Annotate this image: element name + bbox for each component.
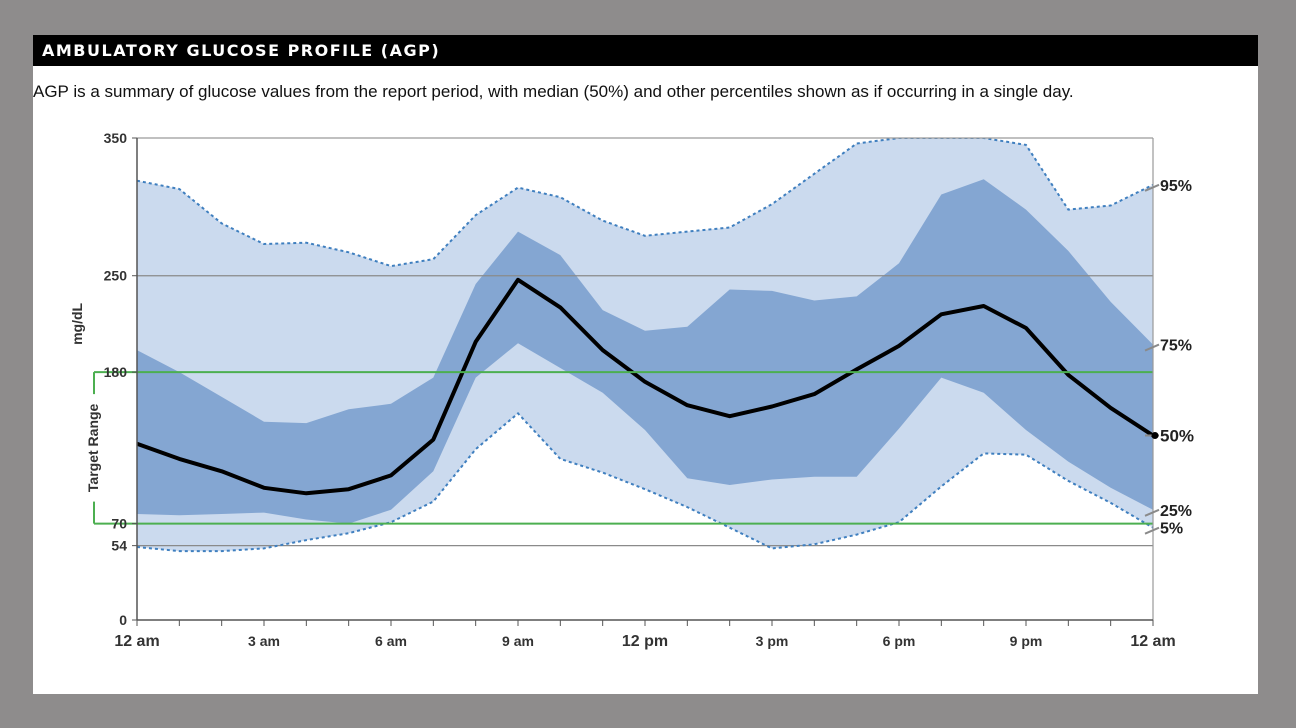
y-tick-label: 350 — [104, 130, 128, 146]
line-median — [137, 277, 1153, 496]
line-95-percentile — [137, 138, 1153, 268]
x-tick-label: 6 pm — [883, 633, 916, 649]
percentile-label-25: 25% — [1160, 503, 1192, 520]
axes — [132, 137, 1154, 626]
y-axis-label: mg/dL — [69, 302, 85, 344]
x-tick-label: 6 am — [375, 633, 407, 649]
y-tick-label: 250 — [104, 268, 128, 284]
percentile-label-50: 50% — [1160, 426, 1194, 445]
y-tick-label: 54 — [111, 538, 127, 554]
x-tick-label: 9 am — [502, 633, 534, 649]
x-tick-label: 12 am — [114, 633, 159, 650]
percentile-leader — [1144, 526, 1160, 535]
percentile-leader — [1144, 183, 1160, 192]
y-tick-label: 0 — [119, 612, 127, 628]
percentile-label-95: 95% — [1160, 178, 1192, 195]
target-range: Target Range — [85, 371, 1153, 525]
x-tick-label: 3 pm — [756, 633, 789, 649]
y-tick-label: 180 — [104, 364, 128, 380]
y-tick-label: 70 — [111, 516, 127, 532]
reference-lines — [137, 275, 1153, 547]
percentile-leader — [1144, 508, 1160, 517]
band-25-75 — [137, 179, 1153, 524]
percentile-label-5: 5% — [1160, 521, 1183, 538]
percentile-lines — [137, 138, 1153, 553]
target-range-label: Target Range — [85, 403, 101, 492]
percentile-label-75: 75% — [1160, 338, 1192, 355]
median-endpoint — [1151, 431, 1159, 439]
axis-labels: 12 am 3 am 6 am 9 am 12 pm 3 pm 6 pm 9 pm 12 am 0… — [69, 130, 1194, 650]
x-tick-label: 12 am — [1130, 633, 1175, 650]
x-tick-label: 9 pm — [1010, 633, 1043, 649]
page-title: AMBULATORY GLUCOSE PROFILE (AGP) — [33, 35, 1258, 66]
x-tick-label: 12 pm — [622, 633, 668, 650]
percentile-leader — [1144, 343, 1160, 352]
x-tick-label: 3 am — [248, 633, 280, 649]
percentile-bands — [137, 138, 1153, 552]
line-5-percentile — [137, 412, 1153, 553]
chart-description: AGP is a summary of glucose values from … — [33, 82, 1074, 101]
